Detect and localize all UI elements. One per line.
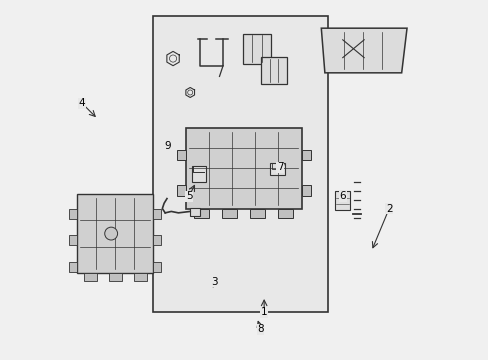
Polygon shape: [278, 208, 292, 217]
Text: 5: 5: [185, 191, 192, 201]
Polygon shape: [321, 28, 406, 73]
Polygon shape: [176, 185, 185, 196]
Polygon shape: [250, 208, 264, 217]
Polygon shape: [153, 262, 161, 272]
Polygon shape: [153, 235, 161, 246]
Text: 8: 8: [257, 324, 264, 334]
Polygon shape: [301, 185, 310, 196]
Text: 6: 6: [339, 191, 346, 201]
Text: 3: 3: [210, 277, 217, 287]
Polygon shape: [153, 208, 161, 219]
Polygon shape: [194, 208, 209, 217]
Polygon shape: [260, 57, 287, 84]
Text: 1: 1: [260, 307, 267, 317]
Polygon shape: [185, 128, 301, 208]
Polygon shape: [134, 273, 147, 281]
Text: 2: 2: [385, 203, 392, 213]
Polygon shape: [301, 150, 310, 160]
Polygon shape: [153, 16, 328, 312]
Text: 4: 4: [79, 98, 85, 108]
Polygon shape: [222, 208, 237, 217]
Polygon shape: [270, 163, 284, 175]
Polygon shape: [108, 273, 122, 281]
Polygon shape: [69, 235, 77, 246]
Polygon shape: [191, 166, 205, 182]
Polygon shape: [242, 33, 271, 64]
Polygon shape: [334, 192, 349, 210]
Polygon shape: [77, 194, 153, 273]
Circle shape: [104, 227, 117, 240]
Polygon shape: [69, 208, 77, 219]
Polygon shape: [83, 273, 97, 281]
Polygon shape: [190, 208, 200, 216]
Text: 9: 9: [164, 141, 171, 151]
Polygon shape: [176, 150, 185, 160]
Text: 7: 7: [276, 162, 283, 172]
Polygon shape: [69, 262, 77, 272]
